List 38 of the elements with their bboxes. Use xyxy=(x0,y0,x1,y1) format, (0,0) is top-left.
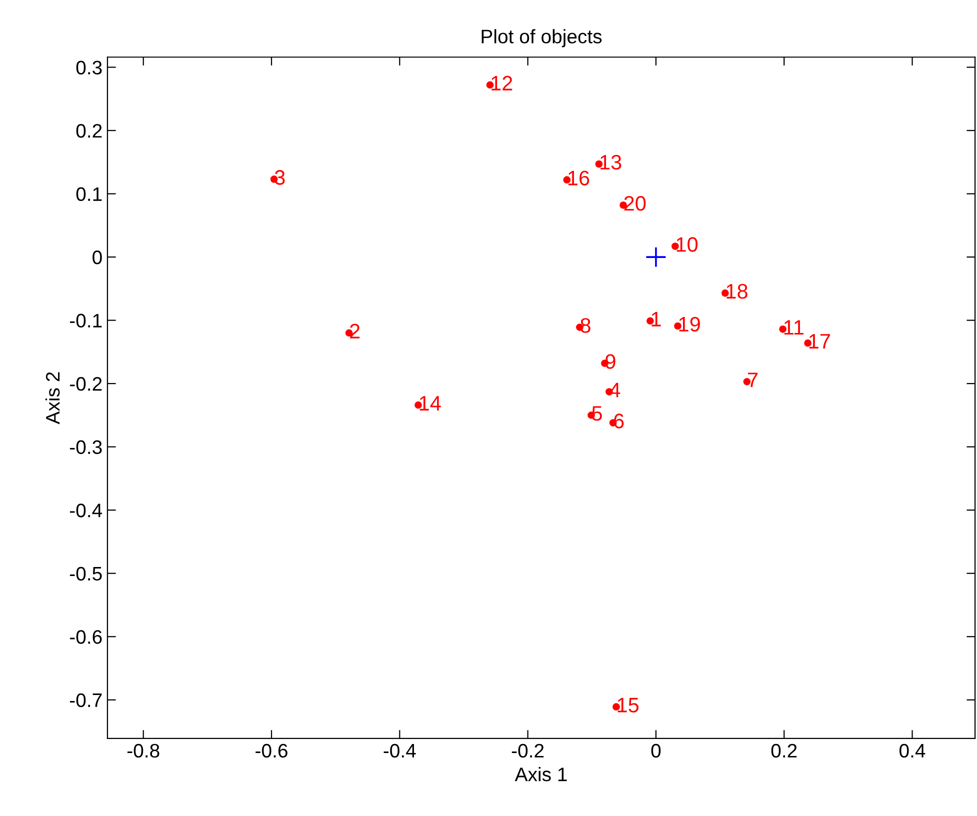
annotation: 1 xyxy=(652,312,661,326)
annotation: 19 xyxy=(679,316,700,332)
x-tick-label: -0.8 xyxy=(127,744,160,758)
annotation: 11 xyxy=(784,320,804,335)
annotation: 14 xyxy=(420,396,441,410)
annotation: 18 xyxy=(726,284,748,299)
y-tick-label: 0.2 xyxy=(76,124,102,138)
x-tick-label: 0 xyxy=(651,744,661,758)
y-tick-label: 0.3 xyxy=(76,60,102,74)
y-tick-label: -0.5 xyxy=(70,566,102,581)
y-tick-label: 0.1 xyxy=(76,187,102,202)
y-tick-label: -0.1 xyxy=(70,314,102,328)
chart-title: Plot of objects xyxy=(482,29,602,48)
x-axis-title: Axis 1 xyxy=(514,767,567,782)
annotation: 10 xyxy=(676,237,698,252)
annotation: 17 xyxy=(809,334,830,348)
x-tick-label: -0.2 xyxy=(512,744,544,758)
y-tick-label: -0.3 xyxy=(70,440,102,454)
annotation: 9 xyxy=(606,354,616,369)
annotation: 16 xyxy=(568,170,590,186)
y-tick-label: 0 xyxy=(92,250,102,264)
annotation: 20 xyxy=(624,196,646,211)
annotation: 7 xyxy=(748,372,758,388)
annotation: 15 xyxy=(618,698,639,712)
x-tick-label: 0.4 xyxy=(900,744,926,758)
x-tick-label: 0.2 xyxy=(771,744,797,758)
point xyxy=(645,246,667,268)
x-tick-label: -0.6 xyxy=(256,744,288,758)
annotation: 3 xyxy=(274,170,285,185)
annotation: 2 xyxy=(350,324,360,338)
y-tick-label: -0.7 xyxy=(70,693,102,708)
y-axis-title: Axis 2 xyxy=(45,372,60,424)
annotation: 13 xyxy=(600,154,622,170)
y-tick-label: -0.6 xyxy=(70,630,102,644)
y-tick-label: -0.4 xyxy=(70,504,102,518)
y-tick-label: -0.2 xyxy=(70,377,102,391)
x-tick-label: -0.4 xyxy=(384,744,416,758)
annotation: 12 xyxy=(492,76,512,90)
